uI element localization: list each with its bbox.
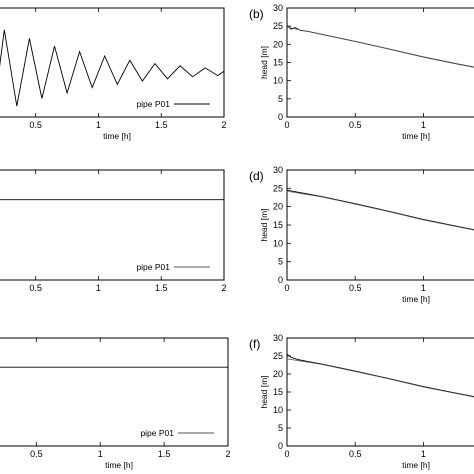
x-tick-label: 0 [284,449,289,459]
y-axis-label: head [m] [259,46,269,79]
x-axis-label: time [h] [105,460,133,470]
plot-frame [0,337,229,447]
plot-frame [286,337,474,447]
y-tick-label: 5 [278,423,283,433]
y-tick-label: 25 [273,183,283,193]
x-tick-label: 0 [284,283,289,293]
y-tick-label: 0 [278,275,283,285]
plot-frame [0,169,225,281]
y-tick-label: 5 [278,257,283,267]
y-tick-label: 10 [273,238,283,248]
panel-letter: (d) [249,169,264,183]
x-tick-label: 1 [96,120,101,130]
y-tick-label: 25 [273,351,283,361]
panel-letter: (f) [249,337,260,351]
y-tick-label: 30 [273,165,283,175]
y-tick-label: 15 [273,58,283,68]
legend-label: pipe P01 [140,428,174,438]
x-tick-label: 0.5 [29,120,42,130]
legend-label: pipe P01 [136,262,170,272]
x-tick-label: 1 [98,449,103,459]
x-tick-label: 0 [284,120,289,130]
series-line-2 [286,190,474,231]
y-tick-label: 30 [273,3,283,13]
x-tick-label: 1 [421,283,426,293]
y-tick-label: 25 [273,21,283,31]
series-line-2 [286,358,474,398]
x-tick-label: 1.5 [155,283,168,293]
y-tick-label: 15 [273,387,283,397]
x-axis-label: time [h] [402,131,430,141]
x-tick-label: 0.5 [30,449,43,459]
panel-letter: (b) [249,7,264,21]
y-axis-label: head [m] [259,208,269,241]
y-tick-label: 0 [278,441,283,451]
chart-panel-1: 0.5 1 1.5 2 time [h] pipe P01 [0,7,227,141]
x-tick-label: 1 [96,283,101,293]
x-tick-label: 1.5 [158,449,171,459]
x-tick-label: 0.5 [29,283,42,293]
x-tick-label: 1 [421,449,426,459]
x-axis-label: time [h] [103,131,131,141]
plot-frame [286,169,474,281]
chart-panel-3: 0.5 1 1.5 2 pipe P01 [0,169,227,293]
x-tick-label: 2 [225,449,230,459]
x-tick-label: 0.5 [349,120,362,130]
x-tick-label: 2 [221,120,226,130]
y-tick-label: 10 [273,405,283,415]
y-tick-label: 30 [273,333,283,343]
y-tick-label: 0 [278,112,283,122]
x-tick-label: 1 [421,120,426,130]
series-line-1 [0,29,225,107]
series-line-2 [286,26,474,68]
x-tick-label: 0.5 [349,283,362,293]
y-axis-label: head [m] [259,375,269,408]
x-axis-label: time [h] [402,294,430,304]
y-tick-label: 10 [273,76,283,86]
y-tick-label: 20 [273,369,283,379]
x-tick-label: 0.5 [349,449,362,459]
x-tick-label: 1.5 [155,120,168,130]
x-axis-label: time [h] [402,460,430,470]
legend-label: pipe P01 [136,99,170,109]
y-tick-label: 20 [273,39,283,49]
plot-frame [286,7,474,118]
y-tick-label: 20 [273,202,283,212]
chart-panel-5: 0.5 1 1.5 2 time [h] pipe P01 [0,337,231,470]
plot-frame [0,7,225,118]
y-tick-label: 15 [273,220,283,230]
series-line-1 [286,353,474,398]
x-tick-label: 2 [221,283,226,293]
y-tick-label: 5 [278,94,283,104]
